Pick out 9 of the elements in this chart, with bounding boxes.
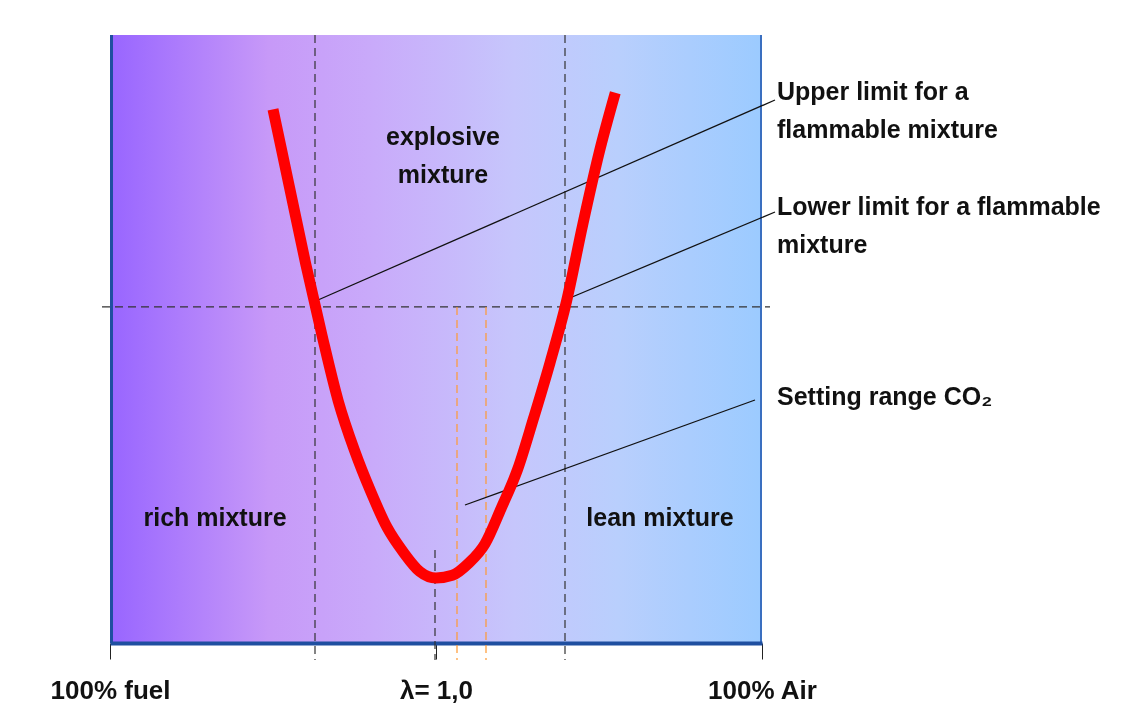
annotation: explosive mixture: [386, 122, 501, 188]
text: Lower limit for a flammable mixture: [777, 192, 1101, 258]
x-tick-label: λ= 1,0: [399, 674, 474, 705]
annotation: lean mixture: [586, 503, 734, 531]
text: Upper limit for a flammable mixture: [777, 77, 999, 143]
x-tick-label: 100% fuel: [50, 674, 171, 705]
annotation: rich mixture: [143, 503, 287, 531]
text: Setting range CO₂: [777, 382, 993, 410]
x-tick-label: 100% Air: [708, 674, 817, 705]
